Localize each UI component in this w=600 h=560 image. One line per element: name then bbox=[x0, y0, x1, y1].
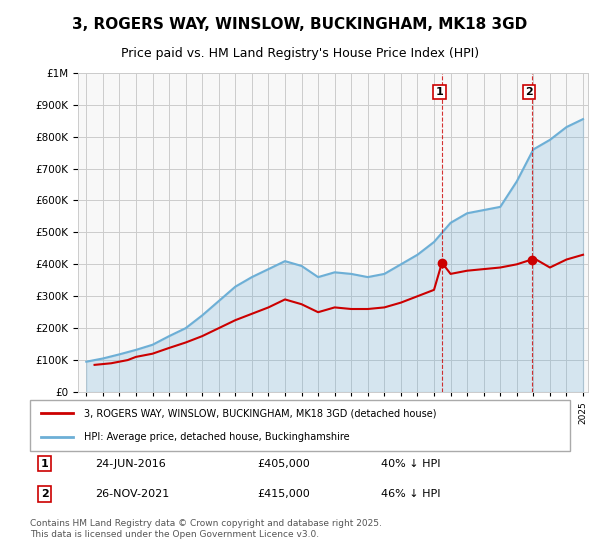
Text: Price paid vs. HM Land Registry's House Price Index (HPI): Price paid vs. HM Land Registry's House … bbox=[121, 47, 479, 60]
Text: 40% ↓ HPI: 40% ↓ HPI bbox=[381, 459, 440, 469]
FancyBboxPatch shape bbox=[30, 400, 570, 451]
Text: 3, ROGERS WAY, WINSLOW, BUCKINGHAM, MK18 3GD (detached house): 3, ROGERS WAY, WINSLOW, BUCKINGHAM, MK18… bbox=[84, 408, 437, 418]
Text: 3, ROGERS WAY, WINSLOW, BUCKINGHAM, MK18 3GD: 3, ROGERS WAY, WINSLOW, BUCKINGHAM, MK18… bbox=[73, 17, 527, 32]
Text: 2: 2 bbox=[41, 489, 49, 499]
Text: 26-NOV-2021: 26-NOV-2021 bbox=[95, 489, 169, 499]
Text: Contains HM Land Registry data © Crown copyright and database right 2025.
This d: Contains HM Land Registry data © Crown c… bbox=[30, 519, 382, 539]
Text: 1: 1 bbox=[436, 87, 443, 97]
Text: £415,000: £415,000 bbox=[257, 489, 310, 499]
Text: 1: 1 bbox=[41, 459, 49, 469]
Text: 46% ↓ HPI: 46% ↓ HPI bbox=[381, 489, 440, 499]
Text: HPI: Average price, detached house, Buckinghamshire: HPI: Average price, detached house, Buck… bbox=[84, 432, 350, 442]
Text: 24-JUN-2016: 24-JUN-2016 bbox=[95, 459, 166, 469]
Text: £405,000: £405,000 bbox=[257, 459, 310, 469]
Text: 2: 2 bbox=[526, 87, 533, 97]
